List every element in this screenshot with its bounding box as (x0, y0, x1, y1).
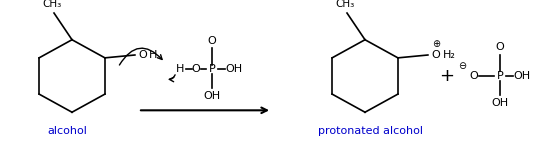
Text: ⊖: ⊖ (458, 61, 466, 71)
Text: O: O (208, 36, 216, 46)
Text: ⊕: ⊕ (432, 39, 440, 49)
Text: protonated alcohol: protonated alcohol (317, 126, 422, 136)
FancyArrowPatch shape (169, 75, 175, 82)
Text: P: P (497, 71, 504, 81)
Text: O: O (470, 71, 478, 81)
Text: O: O (495, 42, 505, 52)
Text: P: P (209, 64, 215, 74)
Text: OH: OH (513, 71, 530, 81)
Text: O: O (192, 64, 200, 74)
Text: alcohol: alcohol (47, 126, 87, 136)
Text: OH: OH (491, 98, 508, 108)
Text: OH: OH (225, 64, 243, 74)
Text: +: + (440, 67, 455, 85)
Text: H: H (176, 64, 184, 74)
Text: OH: OH (203, 91, 221, 101)
Text: O: O (431, 50, 440, 60)
Text: H₂: H₂ (442, 50, 455, 60)
FancyArrowPatch shape (119, 48, 162, 65)
Text: CH₃: CH₃ (43, 0, 62, 9)
Text: CH₃: CH₃ (335, 0, 355, 9)
Text: Ö: Ö (138, 50, 147, 60)
Text: H: H (148, 50, 157, 60)
